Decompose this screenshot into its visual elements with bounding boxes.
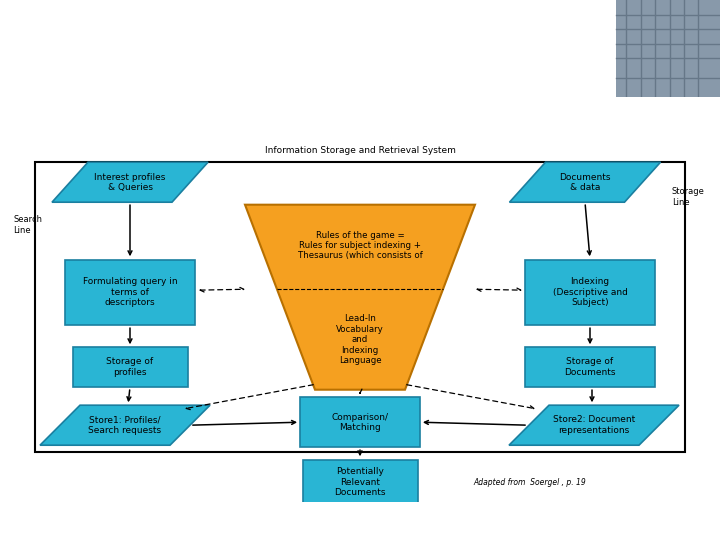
FancyBboxPatch shape — [73, 347, 187, 387]
FancyBboxPatch shape — [525, 347, 655, 387]
Polygon shape — [52, 162, 208, 202]
FancyBboxPatch shape — [302, 460, 418, 505]
Text: Potentially
Relevant
Documents: Potentially Relevant Documents — [334, 467, 386, 497]
FancyBboxPatch shape — [525, 260, 655, 325]
Text: Interest profiles
& Queries: Interest profiles & Queries — [94, 172, 166, 192]
Text: IS 202 - FALL 2004: IS 202 - FALL 2004 — [14, 517, 99, 525]
Text: Formulating query in
terms of
descriptors: Formulating query in terms of descriptor… — [83, 278, 177, 307]
Polygon shape — [40, 405, 210, 445]
Text: Adapted from  Soergel , p. 19: Adapted from Soergel , p. 19 — [474, 478, 586, 487]
Polygon shape — [509, 405, 679, 445]
Bar — [616, 0, 720, 97]
FancyBboxPatch shape — [65, 260, 195, 325]
Polygon shape — [510, 162, 660, 202]
Text: Information Storage and Retrieval System: Information Storage and Retrieval System — [264, 146, 456, 155]
Text: Store2: Document
representations: Store2: Document representations — [553, 415, 635, 435]
Text: Rules of the game =
Rules for subject indexing +
Thesaurus (which consists of: Rules of the game = Rules for subject in… — [297, 231, 423, 260]
Text: 2004.10.28 - SLIDE 62: 2004.10.28 - SLIDE 62 — [605, 517, 706, 525]
Polygon shape — [245, 205, 475, 390]
Text: Search
Line: Search Line — [13, 215, 42, 235]
Text: Indexing
(Descriptive and
Subject): Indexing (Descriptive and Subject) — [552, 278, 627, 307]
Text: Structure of an IR System: Structure of an IR System — [18, 33, 545, 68]
Text: Lead-In
Vocabulary
and
Indexing
Language: Lead-In Vocabulary and Indexing Language — [336, 314, 384, 365]
Text: SIMS: SIMS — [343, 510, 377, 523]
Text: Storage of
Documents: Storage of Documents — [564, 357, 616, 377]
Text: Comparison/
Matching: Comparison/ Matching — [331, 413, 389, 432]
Text: School of Information
Management & Systems: School of Information Management & Syste… — [330, 526, 390, 537]
Text: Storage
Line: Storage Line — [672, 187, 705, 207]
FancyBboxPatch shape — [300, 397, 420, 447]
Text: Store1: Profiles/
Search requests: Store1: Profiles/ Search requests — [89, 415, 161, 435]
Text: Storage of
profiles: Storage of profiles — [107, 357, 153, 377]
Text: Documents
& data: Documents & data — [559, 172, 611, 192]
